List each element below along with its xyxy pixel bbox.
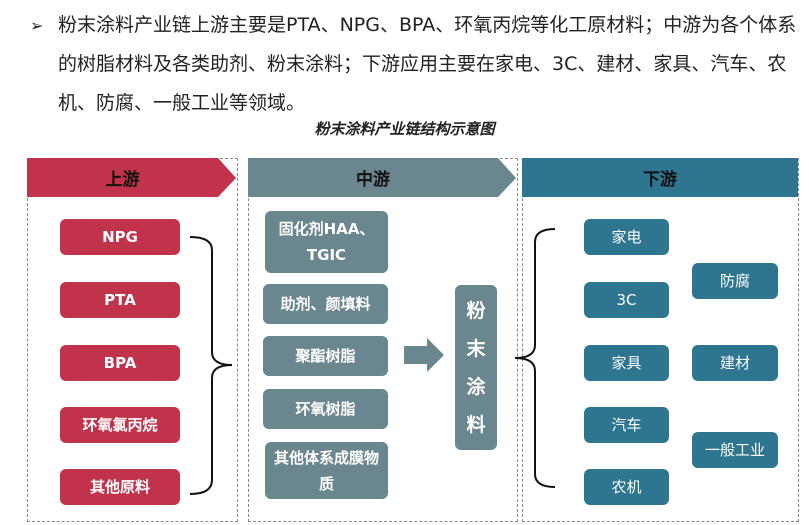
- midstream-item: 固化剂HAA、TGIC: [265, 211, 388, 273]
- upstream-bracket: [189, 236, 233, 495]
- downstream-item: 家具: [584, 345, 669, 381]
- midstream-item: 助剂、颜填料: [263, 284, 388, 324]
- downstream-header: 下游: [643, 170, 677, 190]
- midstream-item: 环氧树脂: [263, 389, 388, 429]
- downstream-bracket: [514, 228, 556, 488]
- upstream-item: BPA: [60, 345, 180, 381]
- midstream-item: 聚酯树脂: [263, 336, 388, 376]
- downstream-item: 一般工业: [692, 432, 778, 468]
- downstream-item: 家电: [584, 219, 669, 255]
- downstream-item: 汽车: [584, 407, 669, 443]
- upstream-item: NPG: [60, 219, 180, 255]
- midstream-header: 中游: [356, 170, 390, 190]
- downstream-item: 防腐: [692, 263, 778, 299]
- powder-coating-product: 粉末涂料: [455, 285, 497, 450]
- downstream-item: 农机: [584, 469, 669, 505]
- upstream-item: 环氧氯丙烷: [60, 407, 180, 443]
- intro-text: ➢ 粉末涂料产业链上游主要是PTA、NPG、BPA、环氧丙烷等化工原材料；中游为…: [30, 6, 800, 123]
- downstream-item: 3C: [584, 282, 669, 318]
- bullet-arrow-icon: ➢: [30, 16, 44, 35]
- flow-arrow: [404, 338, 444, 372]
- upstream-item: 其他原料: [60, 469, 180, 505]
- downstream-item: 建材: [692, 345, 778, 381]
- upstream-item: PTA: [60, 282, 180, 318]
- downstream-header-bar: [522, 158, 798, 197]
- upstream-header: 上游: [105, 170, 140, 190]
- intro-paragraph: 粉末涂料产业链上游主要是PTA、NPG、BPA、环氧丙烷等化工原材料；中游为各个…: [58, 14, 797, 114]
- diagram-title: 粉末涂料产业链结构示意图: [314, 120, 495, 138]
- midstream-header-arrow: [248, 158, 516, 197]
- upstream-header-arrow: [27, 158, 236, 197]
- midstream-item: 其他体系成膜物质: [265, 442, 388, 499]
